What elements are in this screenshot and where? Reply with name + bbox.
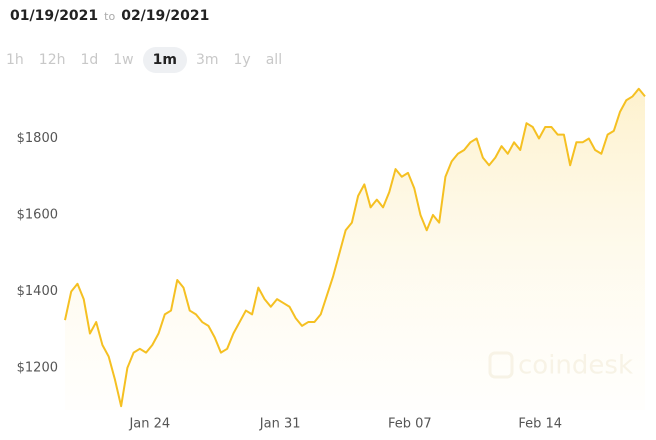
- range-button[interactable]: 3m: [195, 52, 219, 68]
- price-line: [64, 87, 646, 408]
- date-separator: to: [104, 10, 116, 23]
- date-to[interactable]: 02/19/2021: [121, 8, 210, 24]
- range-button[interactable]: 1y: [233, 52, 251, 68]
- date-from[interactable]: 01/19/2021: [10, 8, 99, 24]
- x-tick-label: Jan 31: [259, 417, 301, 432]
- x-tick-label: Jan 24: [128, 417, 170, 432]
- range-button[interactable]: 12h: [38, 52, 66, 68]
- range-buttons: 1h 12h 1d 1w 1m 3m 1y all: [0, 47, 291, 73]
- range-button[interactable]: 1d: [80, 52, 99, 68]
- range-button[interactable]: all: [265, 52, 283, 68]
- y-tick-label: $1400: [17, 284, 58, 299]
- area: [65, 88, 645, 411]
- range-button[interactable]: 1m: [142, 47, 187, 73]
- y-tick-label: $1200: [17, 360, 58, 375]
- date-range: 01/19/2021 to 02/19/2021: [10, 8, 209, 24]
- range-button[interactable]: 1h: [6, 52, 24, 68]
- y-tick-label: $1600: [17, 207, 58, 222]
- x-tick-label: Feb 07: [388, 417, 432, 432]
- x-tick-label: Feb 14: [518, 417, 562, 432]
- range-button[interactable]: 1w: [113, 52, 134, 68]
- y-tick-label: $1800: [17, 131, 58, 146]
